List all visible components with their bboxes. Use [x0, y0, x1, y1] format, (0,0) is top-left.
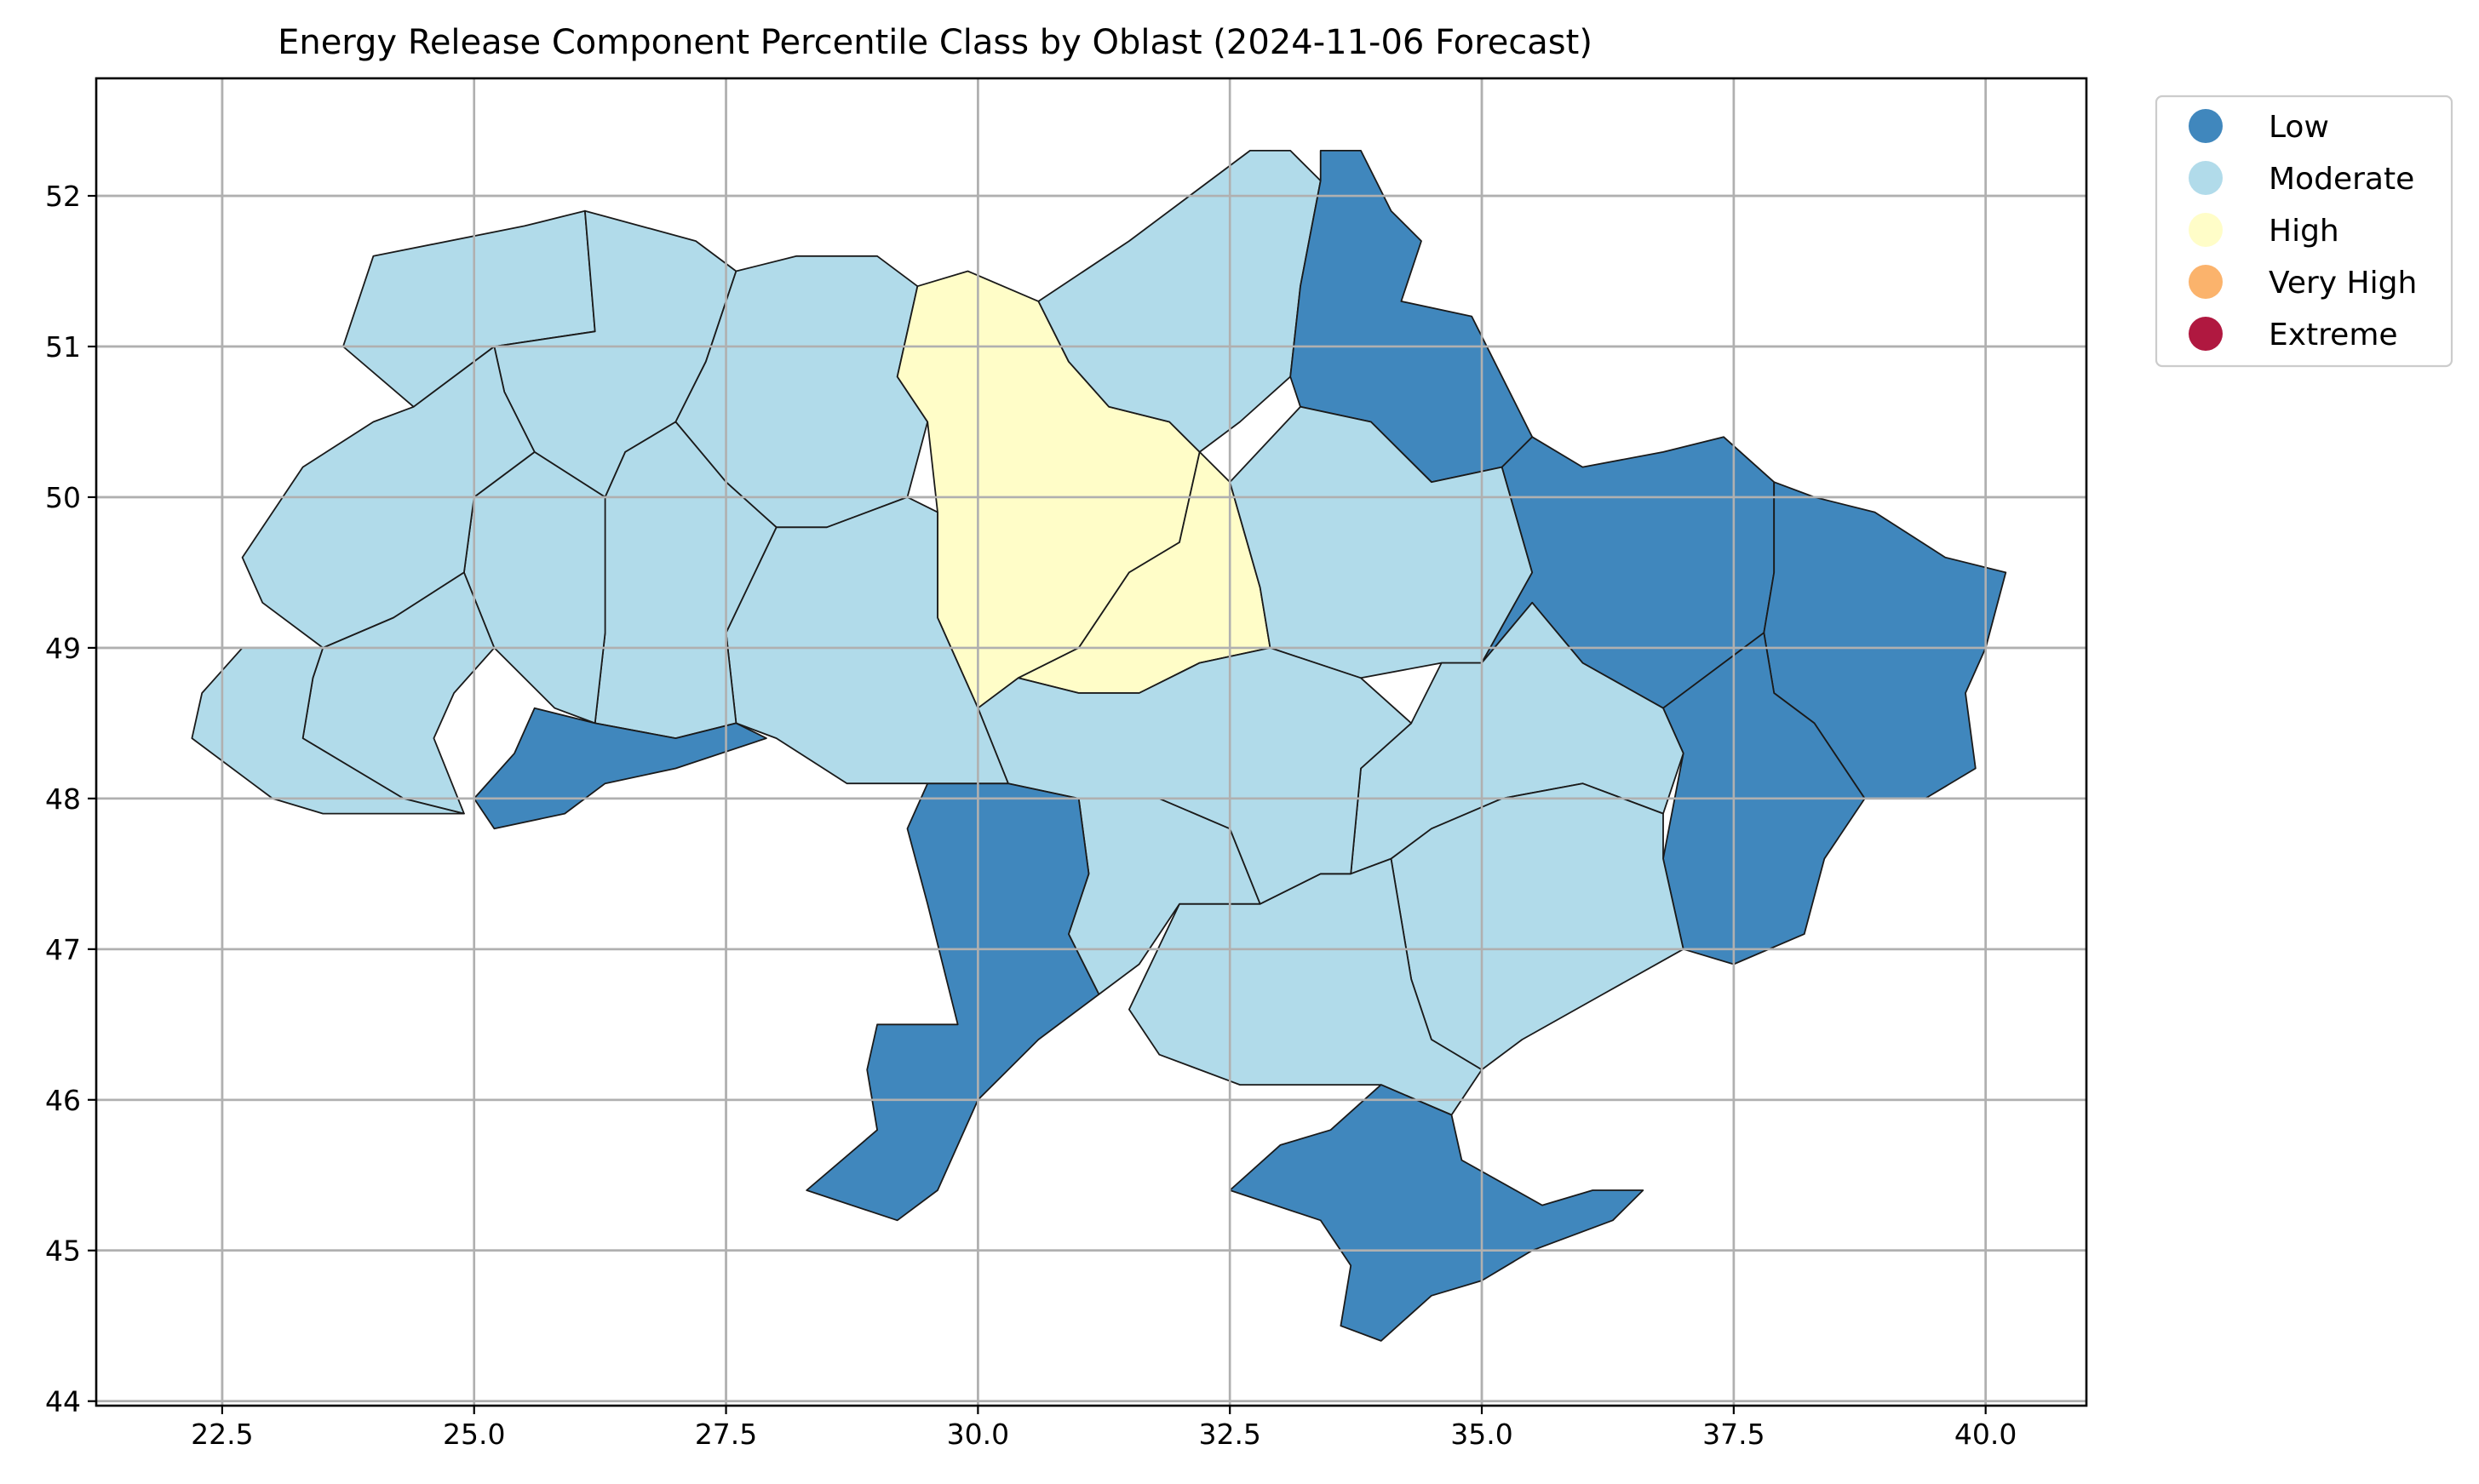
y-tick-label: 49	[45, 632, 81, 665]
x-tick-label: 32.5	[1198, 1418, 1260, 1451]
legend-label: High	[2269, 214, 2339, 249]
oblast-region	[1390, 782, 1684, 1071]
x-tick-label: 25.0	[443, 1418, 505, 1451]
y-tick-label: 48	[45, 782, 81, 816]
x-tick-label: 40.0	[1954, 1418, 2017, 1451]
plot-frame	[95, 77, 2088, 1407]
chart-title: Energy Release Component Percentile Clas…	[278, 23, 1592, 62]
y-tick-label: 50	[45, 481, 81, 514]
oblast-region	[806, 782, 1100, 1222]
oblast-region	[1229, 1084, 1644, 1342]
legend-box	[2155, 95, 2453, 368]
legend-label: Moderate	[2269, 162, 2414, 197]
regions-layer	[191, 150, 2007, 1342]
legend-marker	[2189, 265, 2223, 299]
y-tick-label: 46	[45, 1084, 81, 1117]
legend-label: Low	[2269, 110, 2329, 145]
x-tick-label: 37.5	[1702, 1418, 1765, 1451]
legend-label: Extreme	[2269, 318, 2398, 352]
oblast-region	[191, 647, 465, 815]
y-tick-label: 45	[45, 1235, 81, 1268]
y-tick-label: 51	[45, 330, 81, 364]
ticks-layer: 22.5 25.0 27.5 30.0 32.5 35.0 37.5 40.0 44 45 46 47…	[45, 180, 2017, 1451]
x-tick-label: 30.0	[947, 1418, 1009, 1451]
x-tick-label: 27.5	[695, 1418, 757, 1451]
y-tick-label: 52	[45, 180, 81, 213]
legend-marker	[2189, 161, 2223, 195]
legend-marker	[2189, 109, 2223, 143]
legend: Low Moderate High Very High Extreme	[2155, 95, 2453, 368]
x-tick-label: 35.0	[1450, 1418, 1512, 1451]
grid-overlay	[96, 78, 2086, 1406]
y-tick-label: 44	[45, 1385, 81, 1418]
legend-marker	[2189, 317, 2223, 351]
oblast-region	[463, 451, 606, 725]
legend-marker	[2189, 213, 2223, 247]
x-tick-label: 22.5	[191, 1418, 253, 1451]
legend-label: Very High	[2269, 266, 2417, 301]
y-tick-label: 47	[45, 933, 81, 966]
